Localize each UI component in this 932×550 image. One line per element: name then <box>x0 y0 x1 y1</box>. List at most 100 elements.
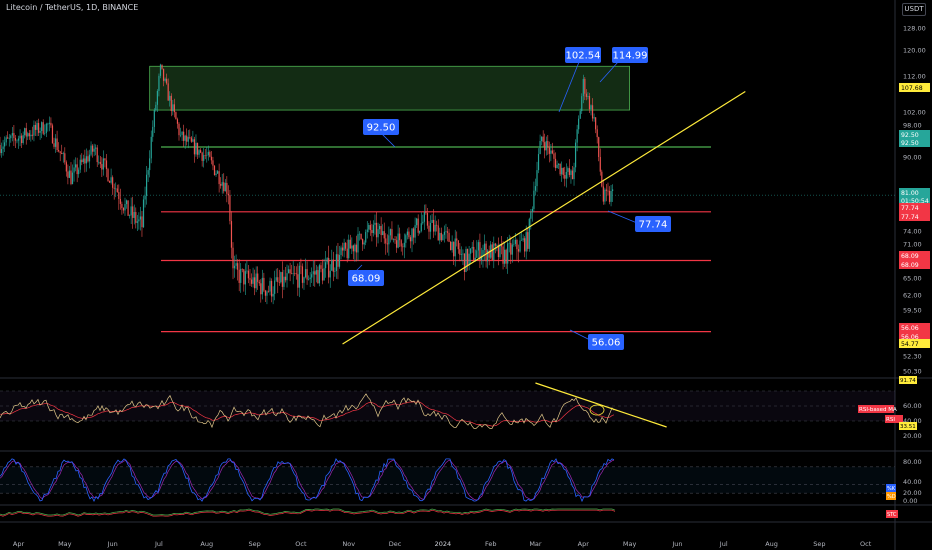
candle-body <box>482 249 484 256</box>
price-tag-text: 107.68 <box>901 85 923 92</box>
candle-body <box>434 224 436 232</box>
candle-body <box>277 277 279 282</box>
candle-body <box>503 249 506 264</box>
x-axis-label: 2024 <box>435 540 452 548</box>
rsi-tick-label: 60.00 <box>903 402 922 410</box>
price-tag <box>899 251 930 260</box>
candle-body <box>497 245 500 258</box>
candle-body <box>281 272 283 287</box>
price-tag <box>899 323 930 332</box>
x-axis-label: Apr <box>13 540 25 548</box>
candle-body <box>139 216 142 220</box>
callout-connector <box>558 61 580 113</box>
candle-body <box>58 149 60 152</box>
candle-body <box>266 291 268 296</box>
candle-body <box>537 154 540 171</box>
candle-body <box>17 138 20 141</box>
x-axis-label: Sep <box>248 540 260 548</box>
candle-body <box>372 224 375 234</box>
candle-body <box>456 238 458 241</box>
candle-body <box>382 231 384 236</box>
stoch-tick-label: 20.00 <box>903 489 922 497</box>
price-tag <box>899 212 930 221</box>
candle-body <box>516 239 518 250</box>
currency-unit-button[interactable]: USDT <box>902 3 926 16</box>
stoch-value-tag <box>886 492 896 500</box>
price-tag-text: 56.06 <box>901 334 919 341</box>
candle-body <box>98 161 100 163</box>
candle-body <box>272 293 274 297</box>
candle-body <box>453 241 455 257</box>
candle-body <box>135 212 137 223</box>
candle-body <box>335 254 337 272</box>
candle-body <box>323 268 325 281</box>
candle-body <box>402 246 404 248</box>
candle-body <box>471 246 473 249</box>
candle-body <box>380 225 382 236</box>
candle-body <box>312 271 314 275</box>
candle-body <box>426 213 429 226</box>
candle-body <box>431 219 433 223</box>
candle-body <box>394 239 396 241</box>
candle-body <box>517 249 520 252</box>
candle-body <box>257 273 259 282</box>
candle-body <box>291 273 293 275</box>
candle-body <box>27 133 29 137</box>
price-tag <box>899 188 930 197</box>
candle-body <box>437 225 439 241</box>
candle-body <box>564 175 566 179</box>
candle-body <box>130 206 132 216</box>
candle-body <box>500 244 503 247</box>
candle-body <box>574 142 577 168</box>
candle-body <box>362 239 364 245</box>
rsi-value-text: 33.51 <box>900 424 916 430</box>
candle-body <box>152 126 154 137</box>
candle-body <box>68 170 71 178</box>
trendline <box>342 91 746 345</box>
candle-body <box>147 170 149 175</box>
candle-body <box>141 216 143 228</box>
price-tick-label: 90.00 <box>903 154 922 162</box>
candle-body <box>113 187 115 189</box>
candle-body <box>73 167 75 173</box>
x-axis-label: Mar <box>529 540 542 548</box>
candle-body <box>44 133 46 134</box>
candle-body <box>2 146 4 149</box>
candle-body <box>173 104 175 113</box>
callout-connector <box>607 210 638 224</box>
x-axis-label: Oct <box>295 540 307 548</box>
x-axis-label: Jul <box>719 540 728 548</box>
candle-body <box>176 119 179 124</box>
candle-body <box>584 78 586 94</box>
candle-body <box>354 244 356 252</box>
candle-body <box>311 274 313 278</box>
candle-body <box>303 277 305 283</box>
candle-body <box>244 271 246 285</box>
candle-body <box>510 242 512 255</box>
candle-body <box>568 168 571 175</box>
candle-body <box>71 172 74 185</box>
candle-body <box>491 244 493 260</box>
candle-body <box>53 143 55 147</box>
candle-body <box>48 122 50 124</box>
callout-114-99-box <box>612 47 648 63</box>
candle-body <box>412 228 415 238</box>
candle-body <box>159 64 162 76</box>
candle-body <box>422 221 424 224</box>
candle-body <box>247 270 250 279</box>
candle-body <box>454 238 456 257</box>
candle-body <box>341 247 344 251</box>
stoch-tick-label: 80.00 <box>903 458 922 466</box>
candle-body <box>104 158 106 161</box>
candle-body <box>280 272 282 283</box>
candle-body <box>550 150 552 154</box>
candle-body <box>87 156 89 162</box>
x-axis-label: Oct <box>860 540 872 548</box>
rsi-value-tag <box>858 405 894 413</box>
candle-body <box>591 105 594 119</box>
callout-connector <box>599 61 619 83</box>
candle-body <box>423 212 425 222</box>
candle-body <box>138 219 140 222</box>
candle-body <box>429 222 432 232</box>
